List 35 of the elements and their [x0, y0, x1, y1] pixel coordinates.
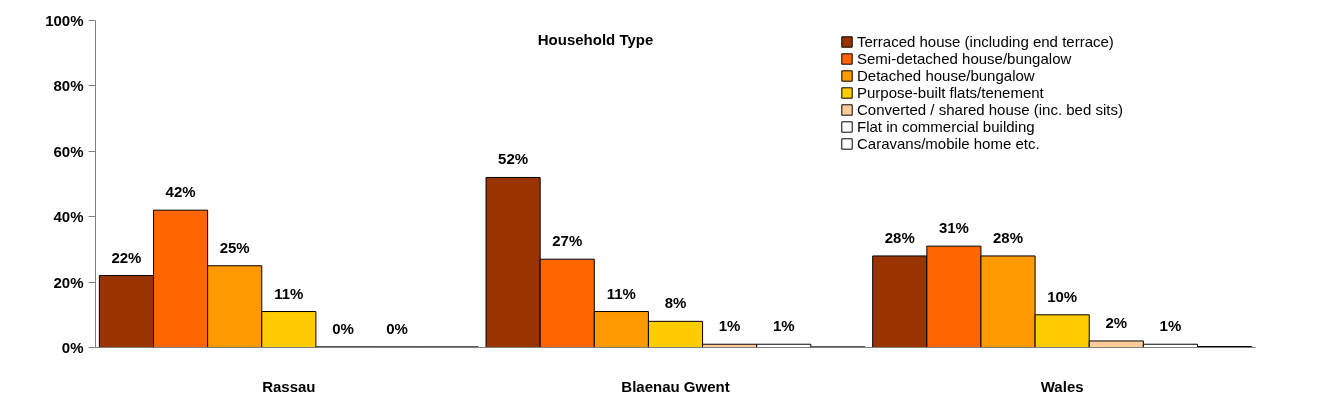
data-label: 11%: [274, 284, 304, 302]
y-tick-label: 0%: [61, 339, 84, 356]
legend-label: Purpose-built flats/tenement: [857, 84, 1044, 101]
data-label: 42%: [165, 183, 196, 201]
x-tick-label: Wales: [1040, 377, 1084, 395]
y-tick-label: 100%: [45, 12, 84, 29]
data-label: 11%: [606, 284, 636, 302]
data-label: 27%: [552, 232, 583, 250]
y-tick-label: 80%: [53, 77, 84, 95]
data-label: 2%: [1105, 313, 1128, 331]
data-label: 52%: [498, 150, 529, 168]
data-label: 1%: [1159, 317, 1182, 335]
y-tick-label: 20%: [53, 273, 84, 291]
data-label: 1%: [718, 317, 741, 335]
data-label: 1%: [772, 317, 795, 335]
x-tick-label: Blaenau Gwent: [621, 377, 730, 395]
data-label: 0%: [332, 319, 354, 337]
legend-label: Flat in commercial building: [857, 118, 1035, 135]
legend-label: Detached house/bungalow: [857, 67, 1035, 84]
data-label: 31%: [938, 219, 969, 237]
y-tick-label: 40%: [53, 208, 84, 226]
data-label: 28%: [884, 228, 915, 246]
data-label: 0%: [386, 319, 408, 337]
y-tick-label: 60%: [53, 142, 84, 160]
data-label: 10%: [1047, 287, 1078, 305]
data-label: 22%: [111, 248, 142, 266]
data-label: 8%: [664, 294, 687, 312]
data-label: 28%: [993, 228, 1024, 246]
legend-label: Semi-detached house/bungalow: [857, 50, 1072, 67]
legend-label: Converted / shared house (inc. bed sits): [857, 101, 1123, 118]
legend-label: Terraced house (including end terrace): [857, 33, 1114, 50]
x-tick-label: Rassau: [262, 377, 316, 395]
text: Household Type: [537, 30, 654, 48]
data-label: 25%: [219, 238, 250, 256]
legend-label: Caravans/mobile home etc.: [857, 135, 1040, 152]
